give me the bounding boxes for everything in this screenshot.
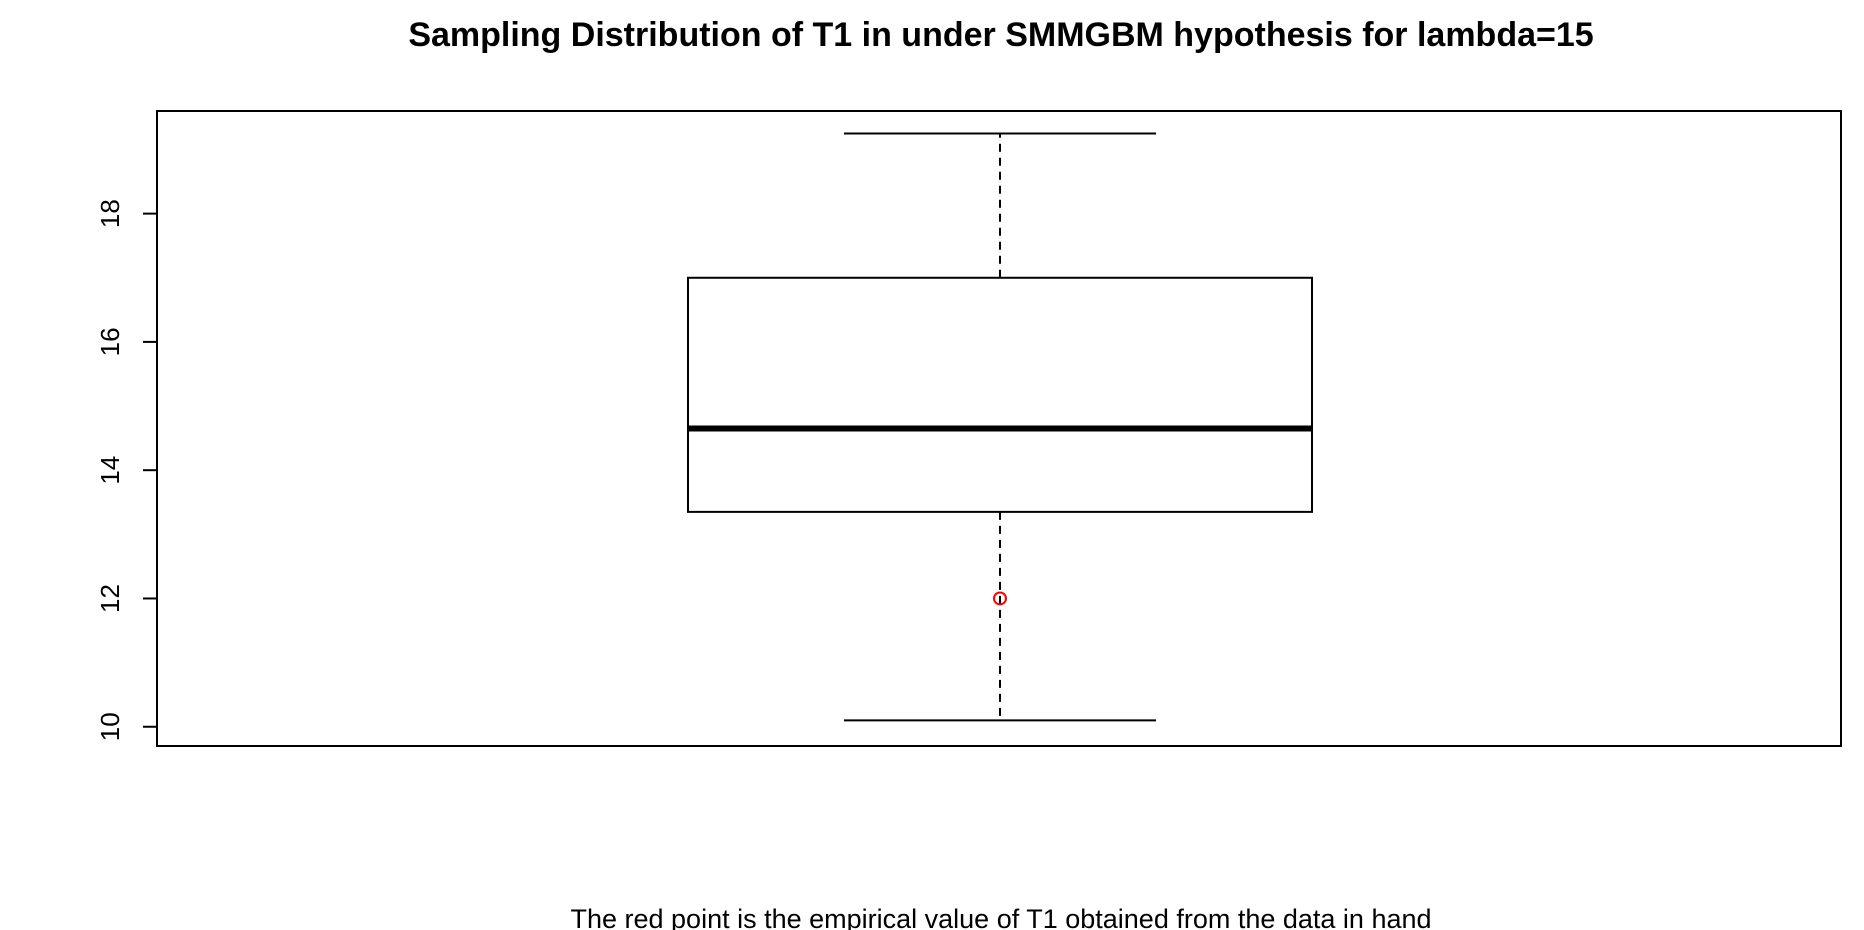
empirical-point (993, 591, 1007, 606)
chart-title: Sampling Distribution of T1 in under SMM… (408, 16, 1593, 54)
x-axis-label: The red point is the empirical value of … (570, 904, 1431, 930)
y-axis: 10 12 14 16 18 (95, 199, 158, 741)
y-tick-label: 12 (95, 584, 125, 613)
y-tick-label: 14 (95, 456, 125, 485)
box-plot (687, 132, 1313, 722)
interquartile-box (687, 276, 1313, 513)
y-tick-label: 18 (95, 199, 125, 228)
y-tick-label: 10 (95, 712, 125, 741)
y-tick-label: 16 (95, 327, 125, 356)
